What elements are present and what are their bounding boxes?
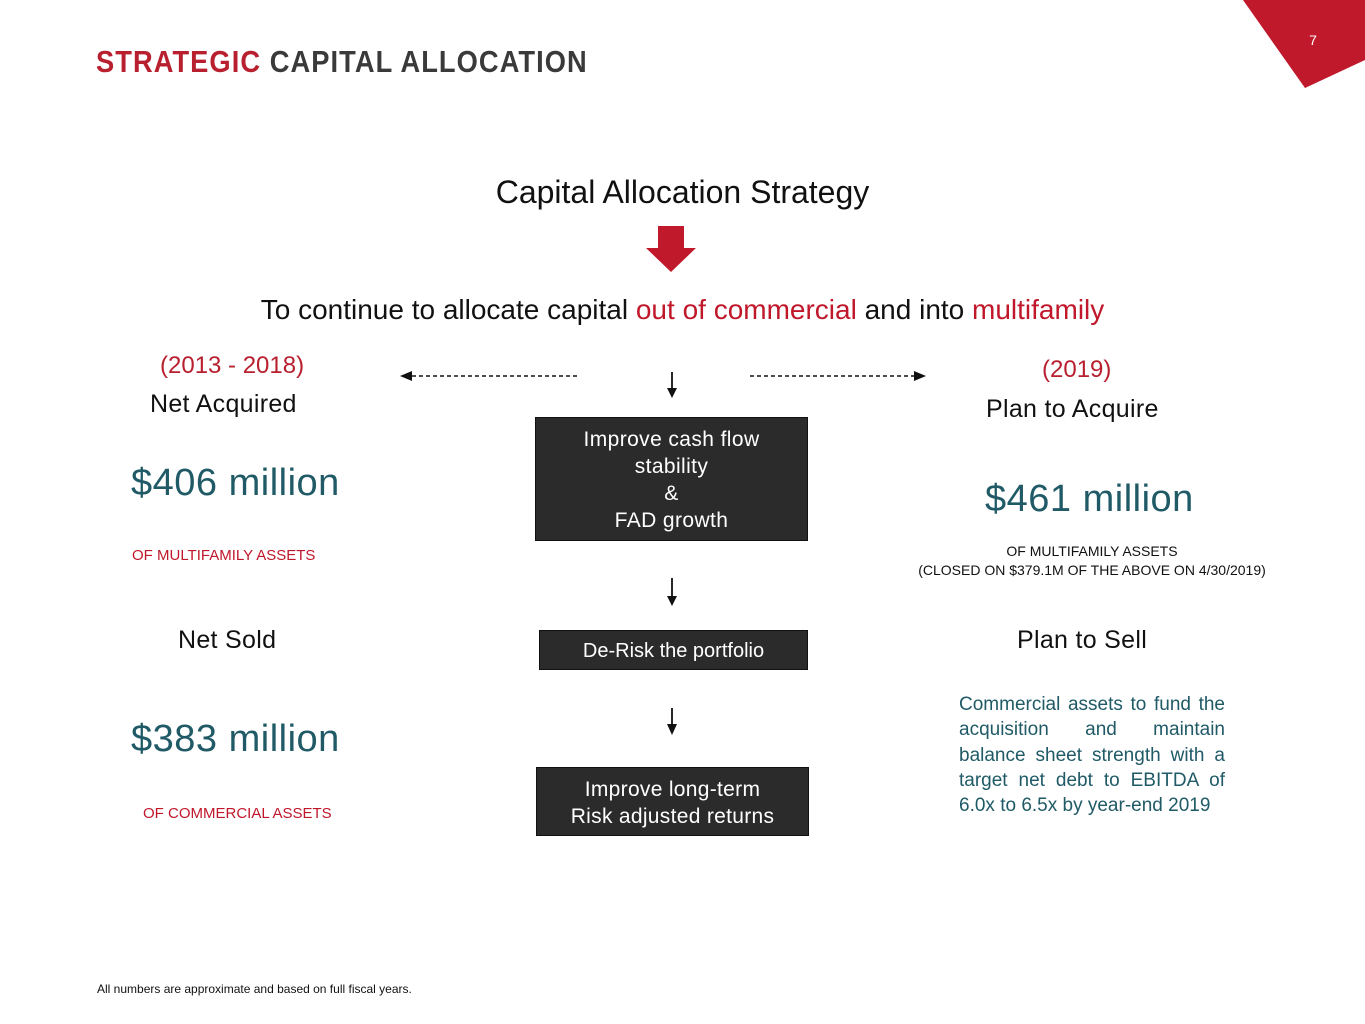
down-arrow-icon bbox=[646, 226, 696, 272]
net-sold-amount: $383 million bbox=[131, 718, 340, 760]
plan-to-acquire-label: Plan to Acquire bbox=[986, 395, 1159, 423]
left-arrow-icon bbox=[400, 371, 580, 381]
cash-flow-line: Improve cash flow bbox=[583, 428, 760, 451]
cash-flow-line: & bbox=[664, 482, 679, 505]
de-risk-label: De-Risk the portfolio bbox=[582, 640, 765, 662]
strategy-title: Capital Allocation Strategy bbox=[495, 174, 870, 210]
plan-to-acquire-note: (CLOSED ON $379.1M OF THE ABOVE ON 4/30/… bbox=[918, 562, 1266, 578]
right-period: (2019) bbox=[1042, 356, 1112, 383]
cash-flow-line: FAD growth bbox=[614, 509, 729, 532]
page-title-rest: CAPITAL ALLOCATION bbox=[269, 44, 588, 79]
de-risk-box: De-Risk the portfolio bbox=[539, 630, 808, 670]
returns-line: Improve long-term bbox=[584, 778, 761, 801]
net-sold-caption: OF COMMERCIAL ASSETS bbox=[143, 805, 332, 822]
cash-flow-box: Improve cash flow stability & FAD growth bbox=[535, 417, 808, 541]
page-title-highlight: STRATEGIC bbox=[96, 44, 262, 79]
plan-to-sell-label: Plan to Sell bbox=[1017, 626, 1148, 654]
plan-to-sell-note: Commercial assets to fund the acquisitio… bbox=[959, 694, 1225, 817]
goal-highlight-multifamily: multifamily bbox=[972, 294, 1105, 325]
goal-text-1: To continue to allocate capital bbox=[260, 294, 636, 325]
plan-to-acquire-caption: OF MULTIFAMILY ASSETS bbox=[1006, 543, 1178, 559]
net-acquired-amount: $406 million bbox=[131, 462, 340, 504]
returns-line: Risk adjusted returns bbox=[570, 805, 775, 828]
strategy-goal: To continue to allocate capital out of c… bbox=[0, 294, 1365, 326]
cash-flow-line: stability bbox=[634, 455, 709, 478]
page-number: 7 bbox=[1309, 32, 1317, 48]
goal-highlight-commercial: out of commercial bbox=[635, 294, 857, 325]
footnote: All numbers are approximate and based on… bbox=[97, 982, 412, 996]
net-sold-label: Net Sold bbox=[178, 626, 277, 654]
left-period: (2013 - 2018) bbox=[160, 352, 305, 379]
right-arrow-icon bbox=[750, 371, 926, 381]
corner-tab-shape bbox=[1243, 0, 1365, 88]
small-down-arrow-icon bbox=[667, 578, 677, 606]
net-acquired-caption: OF MULTIFAMILY ASSETS bbox=[132, 547, 316, 564]
small-down-arrow-icon bbox=[667, 708, 677, 735]
small-down-arrow-icon bbox=[667, 372, 677, 398]
returns-box: Improve long-term Risk adjusted returns bbox=[536, 767, 809, 836]
net-acquired-label: Net Acquired bbox=[150, 390, 297, 418]
plan-to-acquire-amount: $461 million bbox=[985, 478, 1194, 520]
goal-text-2: and into bbox=[856, 294, 973, 325]
page-title: STRATEGIC CAPITAL ALLOCATION bbox=[96, 44, 588, 80]
